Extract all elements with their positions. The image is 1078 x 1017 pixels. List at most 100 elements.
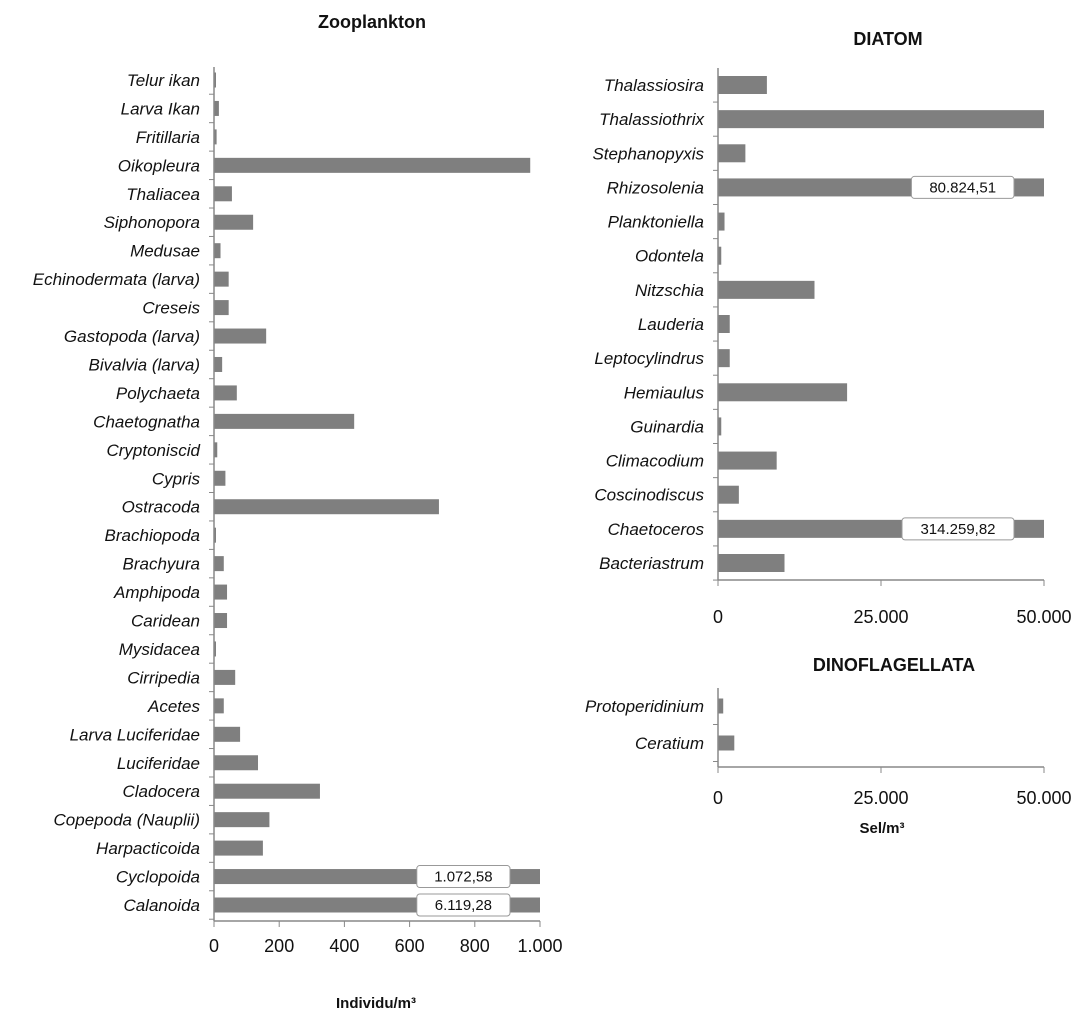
diatom-value-callout: 314.259,82 (920, 521, 995, 538)
zooplankton-category-label: Caridean (131, 612, 200, 631)
diatom-x-tick-label: 25.000 (853, 607, 908, 627)
dinoflagellata-category-label: Ceratium (635, 734, 704, 753)
zooplankton-value-callout-box (416, 865, 511, 889)
dinoflagellata-x-tick-label: 50.000 (1016, 788, 1071, 808)
diatom-value-callout-box (910, 175, 1015, 199)
dinoflagellata-title: DINOFLAGELLATA (813, 655, 975, 675)
zooplankton-bar (214, 442, 218, 458)
diatom-category-label: Leptocylindrus (594, 349, 704, 368)
zooplankton-x-tick-label: 200 (264, 936, 294, 956)
zooplankton-bar (214, 214, 254, 230)
diatom-bar (718, 315, 730, 333)
zooplankton-category-label: Gastopoda (larva) (64, 327, 200, 346)
zooplankton-category-label: Copepoda (Nauplii) (54, 811, 200, 830)
diatom-category-label: Thalassiosira (604, 76, 704, 95)
zooplankton-bar (214, 100, 219, 116)
diatom-category-label: Hemiaulus (624, 383, 705, 402)
zooplankton-bar (214, 527, 216, 543)
zooplankton-category-label: Thaliacea (126, 185, 200, 204)
diatom-bar (718, 144, 746, 163)
zooplankton-title: Zooplankton (318, 12, 426, 32)
diatom-category-label: Rhizosolenia (607, 178, 704, 197)
zooplankton-bar (214, 300, 229, 316)
diatom-bar (718, 280, 815, 299)
zooplankton-category-label: Amphipoda (113, 583, 200, 602)
zooplankton-category-label: Calanoida (123, 896, 200, 915)
dinoflagellata-x-tick-label: 0 (713, 788, 723, 808)
zooplankton-bar (214, 243, 221, 259)
zooplankton-bar (214, 271, 229, 287)
zooplankton-category-label: Cladocera (123, 782, 201, 801)
zooplankton-category-label: Cryptoniscid (106, 441, 200, 460)
zooplankton-x-axis-label: Individu/m³ (336, 995, 416, 1012)
dinoflagellata-bar (718, 698, 724, 714)
zooplankton-bar (214, 755, 259, 771)
zooplankton-bar (214, 840, 263, 856)
zooplankton-category-label: Cypris (152, 469, 201, 488)
diatom-category-label: Thalassiothrix (599, 110, 704, 129)
zooplankton-bar (214, 613, 228, 629)
zooplankton-category-label: Oikopleura (118, 156, 200, 175)
zooplankton-category-label: Brachyura (123, 555, 200, 574)
zooplankton-category-label: Polychaeta (116, 384, 200, 403)
zooplankton-x-tick-label: 600 (395, 936, 425, 956)
diatom-bar (718, 212, 725, 231)
zooplankton-bar (214, 129, 217, 145)
zooplankton-x-tick-label: 400 (329, 936, 359, 956)
zooplankton-category-label: Chaetognatha (93, 412, 200, 431)
diatom-bar (718, 246, 722, 265)
zooplankton-x-tick-label: 1.000 (517, 936, 562, 956)
zooplankton-x-tick-label: 0 (209, 936, 219, 956)
diatom-bar (718, 110, 1044, 129)
diatom-category-label: Planktoniella (608, 213, 704, 232)
zooplankton-category-label: Fritillaria (136, 128, 200, 147)
diatom-bar (718, 417, 722, 436)
diatom-x-tick-label: 50.000 (1016, 607, 1071, 627)
diatom-category-label: Chaetoceros (608, 520, 705, 539)
dinoflagellata-x-axis-label: Sel/m³ (859, 820, 904, 837)
zooplankton-value-callout: 6.119,28 (435, 897, 492, 914)
zooplankton-bar (214, 812, 270, 828)
zooplankton-category-label: Larva Luciferidae (70, 725, 200, 744)
diatom-bar (718, 383, 848, 402)
diatom-category-label: Coscinodiscus (594, 486, 704, 505)
diatom-bar (718, 76, 767, 94)
zooplankton-category-label: Luciferidae (117, 754, 200, 773)
zooplankton-bar (214, 726, 241, 742)
zooplankton-category-label: Cirripedia (127, 668, 200, 687)
diatom-category-label: Lauderia (638, 315, 704, 334)
zooplankton-bar (214, 669, 236, 685)
zooplankton-category-label: Harpacticoida (96, 839, 200, 858)
zooplankton-category-label: Bivalvia (larva) (89, 355, 200, 374)
diatom-bar (718, 485, 739, 504)
zooplankton-bar (214, 470, 226, 486)
diatom-value-callout-box (901, 517, 1015, 541)
diatom-category-label: Odontela (635, 247, 704, 266)
zooplankton-x-tick-label: 800 (460, 936, 490, 956)
zooplankton-category-label: Medusae (130, 242, 200, 261)
zooplankton-bar (214, 356, 223, 372)
zooplankton-bar (214, 641, 216, 657)
zooplankton-category-label: Mysidacea (119, 640, 200, 659)
zooplankton-bar (214, 556, 224, 572)
dinoflagellata-bar (718, 735, 735, 751)
zooplankton-category-label: Telur ikan (127, 71, 200, 90)
diatom-category-label: Guinardia (630, 417, 704, 436)
zooplankton-category-label: Acetes (147, 697, 200, 716)
zooplankton-bar (214, 328, 267, 344)
zooplankton-category-label: Larva Ikan (121, 99, 200, 118)
zooplankton-bar (214, 783, 320, 799)
zooplankton-category-label: Ostracoda (122, 498, 200, 517)
zooplankton-bar (214, 413, 355, 429)
zooplankton-bar (214, 72, 216, 88)
diatom-x-tick-label: 0 (713, 607, 723, 627)
dinoflagellata-category-label: Protoperidinium (585, 697, 704, 716)
diatom-bar (718, 349, 730, 368)
diatom-value-callout: 80.824,51 (929, 179, 996, 196)
zooplankton-category-label: Cyclopoida (116, 868, 200, 887)
zooplankton-bar (214, 157, 531, 173)
zooplankton-category-label: Siphonopora (104, 213, 200, 232)
diatom-bar (718, 554, 785, 572)
